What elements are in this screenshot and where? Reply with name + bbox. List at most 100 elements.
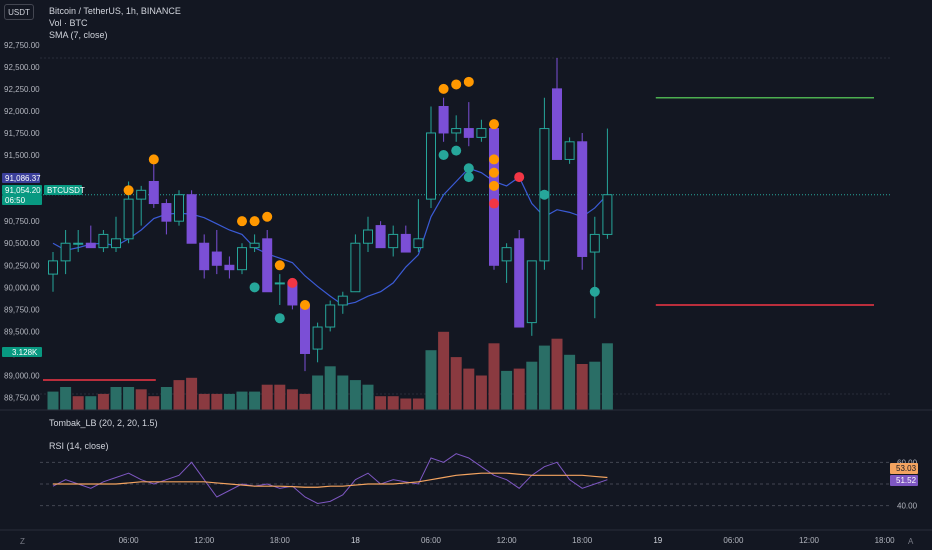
- volume-bar: [425, 350, 437, 410]
- candle-body: [211, 251, 222, 266]
- rsi-legend[interactable]: RSI (14, close): [49, 441, 109, 451]
- candle-body: [552, 88, 562, 160]
- time-axis-label: 19: [653, 536, 662, 545]
- time-axis-label: 06:00: [723, 536, 744, 545]
- signal-dot: [489, 180, 499, 191]
- price-tick-label: 92,750.00: [4, 41, 40, 50]
- candle-body: [274, 282, 285, 285]
- signal-dot: [589, 286, 600, 297]
- rsi-ma-line: [53, 472, 608, 488]
- candle-body: [413, 238, 424, 249]
- price-tick-label: 91,500.00: [4, 151, 40, 160]
- volume-bar: [60, 387, 72, 410]
- volume-bar: [412, 398, 424, 410]
- volume-bar: [123, 387, 135, 410]
- signal-dot: [489, 167, 499, 178]
- candle-body: [199, 242, 210, 271]
- auto-scale-button[interactable]: A: [908, 537, 914, 546]
- volume-bar: [198, 393, 210, 410]
- volume-bar: [72, 396, 84, 410]
- candle-body: [476, 128, 487, 138]
- countdown-text: 06:50: [5, 196, 26, 205]
- candle-body: [388, 233, 399, 249]
- sma-legend[interactable]: SMA (7, close): [49, 30, 108, 40]
- time-axis-label: 12:00: [799, 536, 820, 545]
- candle-body: [325, 304, 336, 328]
- timezone-corner-left[interactable]: Z: [20, 537, 25, 546]
- signal-dot: [249, 282, 260, 293]
- time-axis-label: 18:00: [270, 536, 291, 545]
- candle-body: [564, 141, 575, 160]
- volume-legend[interactable]: Vol · BTC: [49, 18, 88, 28]
- current-price-tag: [2, 185, 42, 195]
- signal-dot: [463, 172, 474, 183]
- volume-bar: [135, 389, 147, 410]
- volume-bar: [513, 368, 525, 410]
- time-axis-label: 06:00: [421, 536, 442, 545]
- time-axis-label: 12:00: [497, 536, 518, 545]
- volume-bar: [223, 393, 235, 410]
- candle-body: [148, 180, 159, 205]
- volume-bar: [47, 391, 59, 410]
- candle-body: [602, 194, 613, 235]
- rsi-line: [52, 453, 608, 505]
- volume-bar: [601, 343, 613, 410]
- candle-body: [489, 128, 499, 266]
- volume-bar: [173, 380, 185, 410]
- price-tick-label: 88,750.00: [4, 394, 40, 403]
- time-axis-label: 06:00: [119, 536, 140, 545]
- volume-bar: [475, 375, 487, 410]
- volume-bar: [362, 384, 374, 410]
- candle-body: [48, 260, 58, 275]
- candle-body: [262, 238, 273, 293]
- volume-bar: [286, 389, 298, 410]
- volume-bar: [274, 384, 286, 410]
- symbol-legend[interactable]: Bitcoin / TetherUS, 1h, BINANCE: [49, 6, 181, 16]
- candle-body: [337, 295, 348, 306]
- candle-body: [438, 106, 449, 134]
- currency-button[interactable]: USDT: [4, 4, 34, 20]
- signal-dot: [123, 185, 134, 196]
- sma-line: [52, 167, 608, 306]
- candle-body: [136, 189, 147, 200]
- signal-dot: [539, 189, 550, 200]
- volume-bar: [538, 345, 550, 410]
- sma-value-tag: [2, 173, 40, 183]
- price-tick-label: 90,000.00: [4, 283, 40, 292]
- signal-dot: [274, 260, 285, 271]
- rsi-ma-value-tag: [890, 463, 918, 474]
- rsi-tick-upper: 60.00: [897, 458, 918, 467]
- rsi-value: 51.52: [896, 476, 917, 485]
- candle-body: [463, 128, 474, 138]
- candle-body: [85, 242, 96, 249]
- signal-dot: [300, 299, 310, 310]
- signal-dot: [463, 163, 474, 174]
- signal-dot: [287, 277, 298, 288]
- price-tick-label: 90,750.00: [4, 217, 40, 226]
- candle-body: [186, 194, 197, 244]
- candle-body: [237, 247, 247, 271]
- indicator-legend[interactable]: Tombak_LB (20, 2, 20, 1.5): [49, 418, 158, 428]
- price-tick-label: 89,750.00: [4, 305, 40, 314]
- candle-body: [300, 304, 310, 354]
- signal-dot: [489, 119, 499, 130]
- volume-bar: [526, 361, 538, 410]
- candle-body: [224, 264, 235, 271]
- signal-dot: [438, 150, 449, 161]
- volume-bar: [349, 380, 361, 410]
- rsi-value-tag: [890, 475, 918, 486]
- signal-dot: [249, 216, 260, 227]
- symbol-tag: [44, 185, 82, 195]
- time-axis-label: 18:00: [875, 536, 896, 545]
- volume-bar: [97, 393, 109, 410]
- volume-bar: [110, 387, 122, 410]
- price-tick-label: 89,500.00: [4, 327, 40, 336]
- candle-body: [161, 203, 172, 222]
- candle-body: [98, 233, 109, 249]
- volume-bar: [589, 361, 601, 410]
- candle-body: [60, 242, 71, 262]
- volume-bar: [488, 343, 500, 410]
- volume-bar: [261, 384, 273, 410]
- candle-body: [501, 247, 512, 262]
